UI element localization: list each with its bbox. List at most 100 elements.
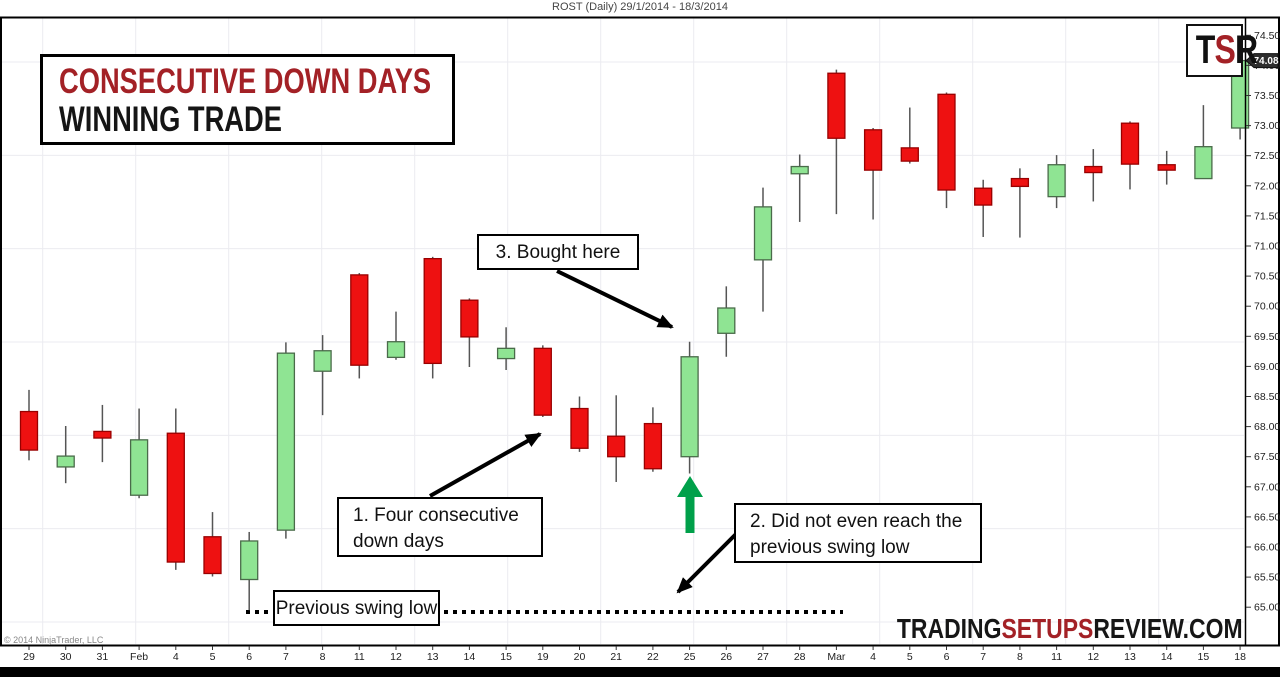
x-axis-label: 13 xyxy=(1124,651,1136,663)
annotation-previous-swing-low: Previous swing low xyxy=(273,590,440,626)
price-axis-label: 68.50 xyxy=(1254,391,1280,403)
x-axis-label: 14 xyxy=(1161,651,1173,663)
price-axis-label: 65.50 xyxy=(1254,572,1280,584)
chart-title: ROST (Daily) 29/1/2014 - 18/3/2014 xyxy=(552,1,728,13)
candlestick xyxy=(643,407,663,472)
candlestick xyxy=(1194,105,1213,180)
candle-body xyxy=(1084,165,1103,174)
x-axis-label: 22 xyxy=(647,651,659,663)
candlestick xyxy=(56,425,75,484)
candle-body xyxy=(460,299,479,338)
x-axis-label: 19 xyxy=(537,651,549,663)
watermark-review: REVIEW.COM xyxy=(1093,613,1243,644)
candle-body xyxy=(1120,122,1140,165)
x-axis-label: 12 xyxy=(390,651,402,663)
candlestick xyxy=(937,92,956,209)
green-up-arrow-icon xyxy=(677,476,703,533)
price-axis-label: 72.00 xyxy=(1254,180,1280,192)
tsr-logo-s: S xyxy=(1214,28,1236,72)
candlestick xyxy=(386,311,406,360)
x-axis-label: 29 xyxy=(23,651,35,663)
ninjatrader-copyright: © 2014 NinjaTrader, LLC xyxy=(4,635,104,645)
candlestick xyxy=(240,531,259,611)
candlestick xyxy=(1047,155,1066,209)
candlestick xyxy=(1157,150,1176,185)
candlestick xyxy=(680,341,699,474)
price-axis-label: 66.50 xyxy=(1254,511,1280,523)
candlestick xyxy=(203,512,222,577)
annotation-not-reach: 2. Did not even reach the previous swing… xyxy=(734,503,982,563)
candlestick xyxy=(496,327,516,371)
x-axis-label: 7 xyxy=(980,651,986,663)
x-axis-label: 4 xyxy=(870,651,876,663)
candle-body xyxy=(717,307,736,334)
candle-body xyxy=(129,439,149,496)
x-axis-label: 4 xyxy=(173,651,179,663)
price-axis-label: 74.50 xyxy=(1254,30,1280,42)
x-axis-label: 25 xyxy=(684,651,696,663)
x-axis-label: 8 xyxy=(320,651,326,663)
candlestick xyxy=(1084,149,1103,202)
candle-body xyxy=(643,422,663,470)
candle-body xyxy=(1194,146,1213,180)
x-axis-label: Mar xyxy=(827,651,846,663)
candlestick xyxy=(313,335,332,416)
candlestick xyxy=(93,404,112,463)
watermark-tradingsetupsreview: TRADINGSETUPSREVIEW.COM xyxy=(821,613,1243,645)
candlestick xyxy=(570,396,589,452)
headline-subtitle: WINNING TRADE xyxy=(59,100,282,139)
x-axis-label: 11 xyxy=(354,651,365,663)
candle-body xyxy=(1010,177,1030,188)
tsr-logo-t: T xyxy=(1195,28,1216,72)
x-axis-label: 15 xyxy=(1198,651,1210,663)
candlestick xyxy=(350,273,369,379)
candlestick xyxy=(533,345,552,417)
candle-body xyxy=(240,540,259,581)
x-axis-label: Feb xyxy=(130,651,148,663)
candlestick xyxy=(790,154,809,222)
candle-body xyxy=(19,410,39,451)
x-axis-label: 18 xyxy=(1234,651,1246,663)
candle-body xyxy=(1047,164,1066,198)
price-axis-label: 70.00 xyxy=(1254,301,1280,313)
arrow-bought-here xyxy=(556,269,674,329)
x-axis-label: 12 xyxy=(1087,651,1099,663)
tsr-logo-r: R xyxy=(1235,28,1258,72)
candle-body xyxy=(753,206,773,261)
price-axis-label: 67.00 xyxy=(1254,481,1280,493)
x-axis-label: 6 xyxy=(246,651,252,663)
candle-body xyxy=(863,129,883,171)
price-axis-label: 67.50 xyxy=(1254,451,1280,463)
candlestick xyxy=(827,69,846,215)
price-axis-label: 69.50 xyxy=(1254,331,1280,343)
chart-frame xyxy=(0,16,1280,647)
candle-body xyxy=(203,536,222,575)
last-price-value: 74.08 xyxy=(1253,56,1278,67)
x-axis-label: 5 xyxy=(210,651,216,663)
candlestick xyxy=(717,286,736,357)
candlestick xyxy=(460,298,479,368)
price-axis-label: 69.00 xyxy=(1254,361,1280,373)
arrow-not-reach xyxy=(676,532,738,594)
arrow-four-consecutive xyxy=(429,432,542,498)
annotation-four-consecutive-line1: 1. Four consecutive xyxy=(353,505,519,526)
price-axis-label: 71.00 xyxy=(1254,241,1280,253)
x-axis-label: 5 xyxy=(907,651,913,663)
annotation-not-reach-line1: 2. Did not even reach the xyxy=(750,511,963,532)
candle-body xyxy=(1157,164,1176,171)
x-axis-label: 15 xyxy=(500,651,512,663)
candlestick xyxy=(1120,121,1140,190)
x-axis-label: 7 xyxy=(283,651,289,663)
annotation-bought-here: 3. Bought here xyxy=(477,234,639,270)
candlestick xyxy=(129,408,149,499)
price-axis-label: 68.00 xyxy=(1254,421,1280,433)
x-axis-label: 30 xyxy=(60,651,72,663)
candles xyxy=(19,44,1250,611)
watermark-setups: SETUPS xyxy=(1001,613,1094,644)
price-axis-label: 70.50 xyxy=(1254,271,1280,283)
price-axis-label: 72.50 xyxy=(1254,150,1280,162)
candlestick xyxy=(607,395,626,482)
candle-body xyxy=(350,274,369,366)
watermark-trading: TRADING xyxy=(897,613,1002,644)
